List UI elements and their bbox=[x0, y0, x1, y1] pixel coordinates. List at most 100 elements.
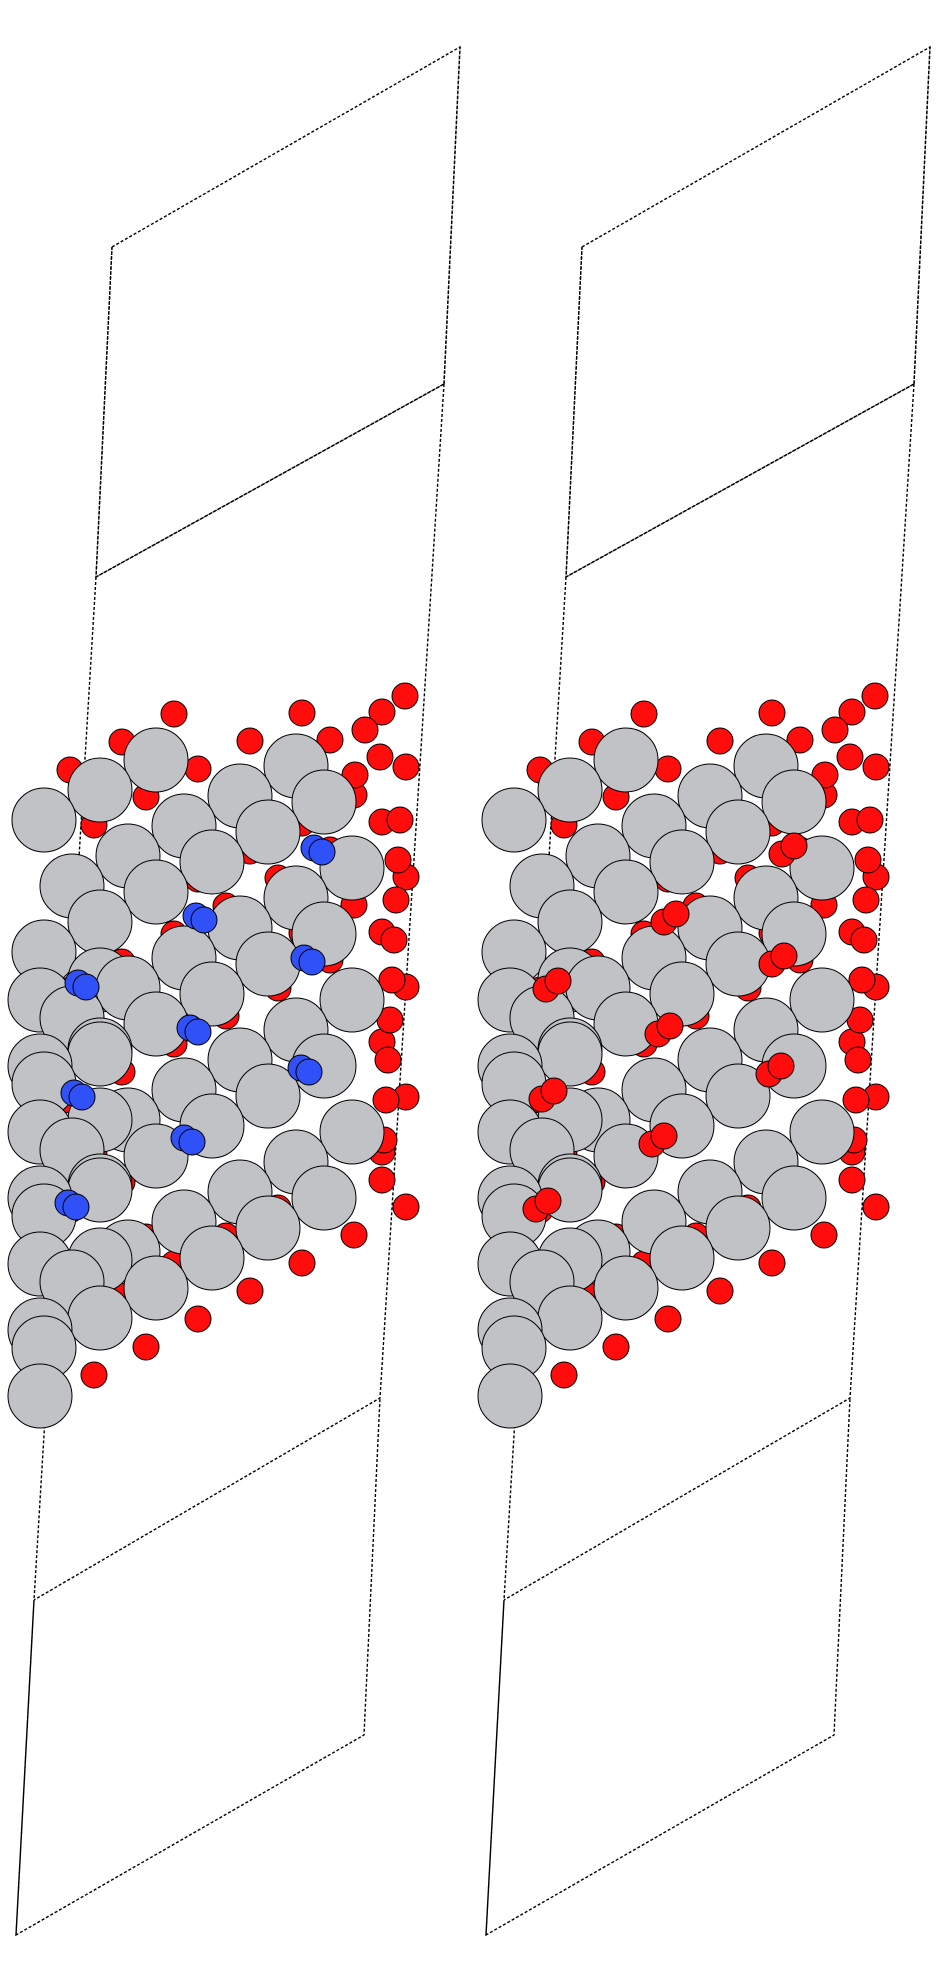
oxygen-atom bbox=[810, 1221, 838, 1249]
oxygen-atom bbox=[654, 1305, 682, 1333]
oxygen-atom bbox=[602, 1333, 630, 1361]
metal-atom bbox=[649, 829, 715, 895]
metal-atom bbox=[67, 889, 133, 955]
nitrogen-atom bbox=[68, 1083, 96, 1111]
cell-edge bbox=[15, 1599, 35, 1936]
oxygen-atom bbox=[132, 1333, 160, 1361]
metal-atom bbox=[179, 829, 245, 895]
oxygen-atom bbox=[236, 1277, 264, 1305]
cell-edge bbox=[95, 45, 461, 579]
cell-edge bbox=[565, 383, 915, 578]
metal-atom bbox=[537, 757, 603, 823]
cell-edge bbox=[33, 383, 445, 1601]
cell-edge bbox=[565, 246, 583, 578]
oxygen-atom bbox=[160, 700, 188, 728]
cell-edge bbox=[565, 45, 931, 579]
metal-atom bbox=[537, 889, 603, 955]
metal-atom bbox=[537, 1021, 603, 1087]
nitrogen-atom bbox=[298, 948, 326, 976]
cell-edge bbox=[485, 1599, 505, 1936]
oxygen-atom bbox=[706, 1277, 734, 1305]
oxygen-atom bbox=[368, 1166, 396, 1194]
metal-atom bbox=[291, 1165, 357, 1231]
metal-atom bbox=[319, 835, 385, 901]
oxygen-atom bbox=[288, 699, 316, 727]
cell-edge bbox=[503, 383, 915, 1601]
oxygen-atom bbox=[767, 1052, 795, 1080]
oxygen-atom bbox=[850, 926, 878, 954]
oxygen-atom bbox=[838, 698, 866, 726]
metal-atom bbox=[179, 1225, 245, 1291]
oxygen-atom bbox=[821, 716, 849, 744]
metal-atom bbox=[593, 727, 659, 793]
metal-atom bbox=[67, 1285, 133, 1351]
oxygen-atom bbox=[392, 753, 420, 781]
oxygen-atom bbox=[236, 727, 264, 755]
cell-edge bbox=[913, 46, 931, 385]
metal-atom bbox=[537, 1285, 603, 1351]
oxygen-atom bbox=[770, 942, 798, 970]
left-slab-panel bbox=[7, 45, 461, 1937]
right-slab-panel bbox=[477, 45, 931, 1937]
nitrogen-atom bbox=[295, 1058, 323, 1086]
metal-atom bbox=[123, 1255, 189, 1321]
oxygen-atom bbox=[836, 743, 864, 771]
oxygen-atom bbox=[534, 1187, 562, 1215]
oxygen-atom bbox=[544, 967, 572, 995]
cell-edge bbox=[443, 46, 461, 385]
oxygen-atom bbox=[184, 755, 212, 783]
nitrogen-atom bbox=[62, 1193, 90, 1221]
nitrogen-atom bbox=[178, 1128, 206, 1156]
oxygen-atom bbox=[656, 1012, 684, 1040]
metal-atom bbox=[761, 769, 827, 835]
nitrogen-atom bbox=[184, 1018, 212, 1046]
oxygen-atom bbox=[288, 1249, 316, 1277]
metal-atom bbox=[593, 859, 659, 925]
oxygen-atom bbox=[80, 1361, 108, 1389]
metal-atom bbox=[123, 859, 189, 925]
oxygen-atom bbox=[862, 1193, 890, 1221]
metal-atom bbox=[67, 757, 133, 823]
metal-atom bbox=[235, 799, 301, 865]
metal-atom bbox=[235, 1195, 301, 1261]
metal-atom bbox=[319, 1099, 385, 1165]
oxygen-atom bbox=[852, 886, 880, 914]
oxygen-atom bbox=[366, 743, 394, 771]
oxygen-atom bbox=[662, 900, 690, 928]
oxygen-atom bbox=[706, 727, 734, 755]
oxygen-atom bbox=[844, 1046, 872, 1074]
oxygen-atom bbox=[391, 682, 419, 710]
nitrogen-atom bbox=[308, 838, 336, 866]
metal-atom bbox=[235, 1063, 301, 1129]
metal-atom bbox=[705, 799, 771, 865]
cell-edge bbox=[95, 383, 445, 578]
oxygen-atom bbox=[380, 926, 408, 954]
oxygen-atom bbox=[351, 716, 379, 744]
oxygen-atom bbox=[384, 846, 412, 874]
oxygen-atom bbox=[368, 698, 396, 726]
metal-atom bbox=[291, 769, 357, 835]
nitrogen-atom bbox=[72, 973, 100, 1001]
oxygen-atom bbox=[654, 755, 682, 783]
nitrogen-atom bbox=[190, 906, 218, 934]
oxygen-atom bbox=[382, 886, 410, 914]
metal-atom bbox=[123, 727, 189, 793]
oxygen-atom bbox=[786, 726, 814, 754]
oxygen-atom bbox=[842, 1086, 870, 1114]
oxygen-atom bbox=[184, 1305, 212, 1333]
oxygen-atom bbox=[758, 1249, 786, 1277]
oxygen-atom bbox=[392, 1193, 420, 1221]
metal-atom bbox=[789, 1099, 855, 1165]
metal-atom bbox=[477, 1363, 543, 1429]
oxygen-atom bbox=[386, 806, 414, 834]
oxygen-atom bbox=[650, 1122, 678, 1150]
oxygen-atom bbox=[550, 1361, 578, 1389]
metal-atom bbox=[705, 1195, 771, 1261]
oxygen-atom bbox=[854, 846, 882, 874]
oxygen-atom bbox=[630, 700, 658, 728]
oxygen-atom bbox=[848, 966, 876, 994]
metal-atom bbox=[593, 991, 659, 1057]
oxygen-atom bbox=[374, 1046, 402, 1074]
oxygen-atom bbox=[856, 806, 884, 834]
